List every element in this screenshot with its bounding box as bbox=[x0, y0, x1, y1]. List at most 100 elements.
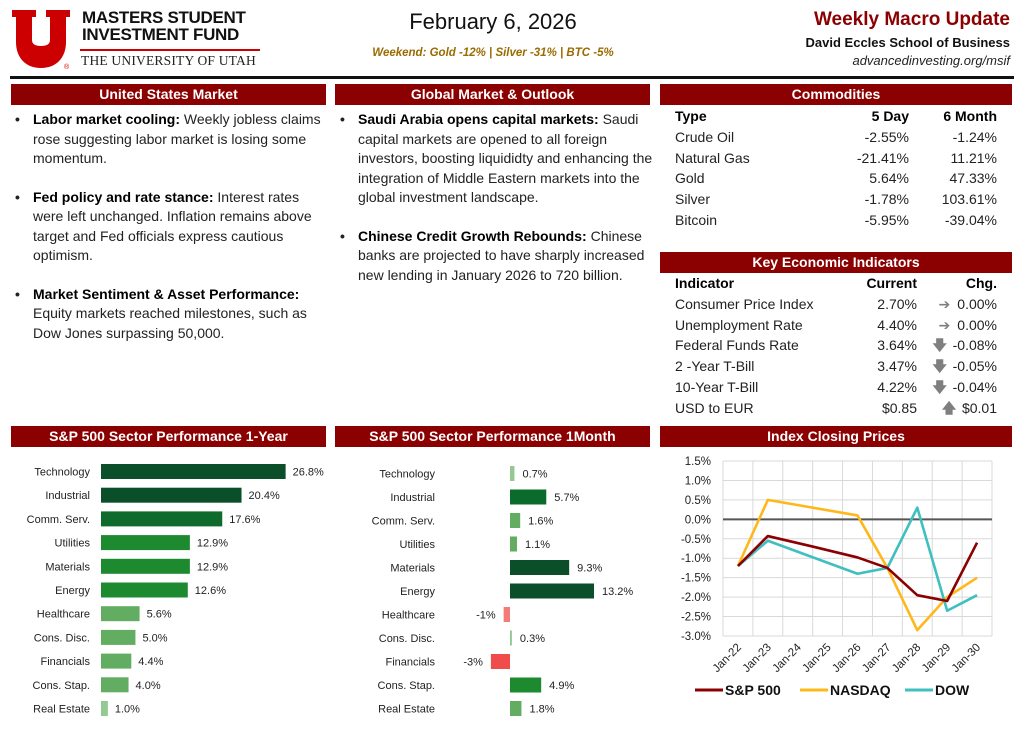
indicators-header: Key Economic Indicators bbox=[660, 252, 1012, 273]
indicator-change: ➔ 0.00% bbox=[917, 315, 997, 336]
category-label: Healthcare bbox=[382, 610, 435, 622]
col-header-type: Type bbox=[675, 108, 707, 124]
website-link[interactable]: advancedinvesting.org/msif bbox=[852, 53, 1010, 68]
indicator-name: Consumer Price Index bbox=[675, 295, 814, 312]
y-tick-label: 0.5% bbox=[685, 495, 711, 507]
index-prices-chart: 1.5% 1.0% 0.5% 0.0% -0.5% -1.0% -1.5% -2.0% -2.5… bbox=[681, 456, 993, 698]
category-label: Real Estate bbox=[378, 704, 435, 716]
indicator-change: 🡇 -0.08% bbox=[917, 335, 997, 356]
logo-divider bbox=[80, 49, 260, 51]
category-label: Technology bbox=[34, 467, 90, 479]
indicator-change: 🡇 -0.04% bbox=[917, 377, 997, 398]
bar bbox=[510, 536, 517, 552]
global-bullet-1: Saudi Arabia opens capital markets: Saud… bbox=[336, 110, 656, 208]
series-line-dow bbox=[737, 506, 978, 613]
value-label: 1.8% bbox=[529, 704, 554, 716]
indicator-name: Unemployment Rate bbox=[675, 316, 803, 333]
category-label: Cons. Stap. bbox=[33, 680, 90, 692]
value-label: 1.6% bbox=[528, 516, 553, 528]
sector-1year-chart: Technology 26.8% Industrial 20.4% Comm. Serv… bbox=[27, 464, 324, 716]
bar bbox=[101, 464, 286, 479]
commodity-name: Silver bbox=[675, 191, 711, 208]
bar bbox=[101, 677, 129, 693]
value-label: 12.6% bbox=[195, 585, 226, 597]
value-label: 20.4% bbox=[249, 490, 280, 502]
bar bbox=[510, 583, 594, 599]
indicator-current: 4.40% bbox=[877, 316, 917, 333]
value-label: 13.2% bbox=[602, 586, 633, 598]
category-label: Energy bbox=[400, 586, 435, 598]
table-row: Silver -1.78% 103.61% bbox=[675, 189, 997, 210]
category-label: Cons. Disc. bbox=[34, 632, 90, 644]
category-label: Healthcare bbox=[37, 609, 90, 621]
bar bbox=[101, 511, 223, 527]
value-label: 12.9% bbox=[197, 561, 228, 573]
value-label: 5.0% bbox=[142, 632, 167, 644]
value-label: -1% bbox=[476, 610, 496, 622]
arrow-right-icon: ➔ bbox=[938, 295, 951, 312]
us-market-bullets: Labor market cooling: Weekly jobless cla… bbox=[11, 110, 333, 362]
y-tick-label: -0.5% bbox=[681, 534, 711, 546]
value-label: 12.9% bbox=[197, 538, 228, 550]
bar bbox=[101, 558, 190, 574]
table-row: Crude Oil -2.55% -1.24% bbox=[675, 127, 997, 148]
report-date: February 6, 2026 bbox=[409, 9, 577, 34]
commodity-5day: 5.64% bbox=[869, 170, 909, 187]
y-tick-label: -2.5% bbox=[681, 612, 711, 624]
value-label: 0.7% bbox=[522, 469, 547, 481]
global-bullet-2: Chinese Credit Growth Rebounds: Chinese … bbox=[336, 227, 656, 286]
sector-1month-chart: Technology 0.7% Industrial 5.7% Comm. Serv. 1… bbox=[372, 466, 633, 716]
category-label: Cons. Disc. bbox=[379, 633, 435, 645]
commodity-name: Bitcoin bbox=[675, 211, 718, 228]
y-tick-label: -2.0% bbox=[681, 592, 711, 604]
us-market-header: United States Market bbox=[11, 84, 326, 105]
bullet-heading: Labor market cooling: bbox=[33, 111, 181, 127]
indicator-current: $0.85 bbox=[881, 399, 917, 416]
bar bbox=[510, 466, 515, 481]
arrow-down-icon: 🡇 bbox=[932, 358, 947, 375]
value-label: 9.3% bbox=[577, 563, 602, 575]
indicator-current: 3.47% bbox=[877, 358, 917, 375]
value-label: 4.4% bbox=[138, 656, 163, 668]
commodity-5day: -1.78% bbox=[864, 191, 909, 208]
header-divider bbox=[10, 76, 1014, 79]
global-market-bullets: Saudi Arabia opens capital markets: Saud… bbox=[336, 110, 656, 304]
bullet-body: Weekly jobless claims rose suggesting la… bbox=[33, 111, 321, 166]
bullet-body: Saudi capital markets are opened to all … bbox=[358, 111, 653, 205]
bullet-heading: Fed policy and rate stance: bbox=[33, 188, 214, 205]
category-label: Utilities bbox=[400, 539, 436, 551]
category-label: Materials bbox=[45, 561, 90, 573]
category-label: Industrial bbox=[45, 490, 90, 502]
table-row: Bitcoin -5.95% -39.04% bbox=[675, 210, 997, 231]
logo-line-1: MASTERS STUDENT bbox=[82, 8, 246, 27]
y-tick-label: -1.5% bbox=[681, 573, 711, 585]
school-name: David Eccles School of Business bbox=[805, 35, 1010, 50]
indicator-change-value: 0.00% bbox=[957, 295, 997, 312]
commodity-6month: -1.24% bbox=[952, 128, 997, 145]
index-prices-header: Index Closing Prices bbox=[660, 426, 1012, 447]
table-header-row: Indicator Current Chg. bbox=[675, 273, 997, 294]
x-tick-label: Jan-30 bbox=[950, 642, 983, 675]
indicator-name: USD to EUR bbox=[675, 399, 754, 416]
bar bbox=[510, 677, 542, 693]
bar bbox=[490, 654, 510, 669]
bullet-heading: Saudi Arabia opens capital markets: bbox=[358, 111, 599, 127]
commodities-table: Type 5 Day 6 Month Crude Oil -2.55% -1.24%… bbox=[675, 106, 997, 231]
x-tick-label: Jan-23 bbox=[741, 642, 774, 675]
value-label: 4.0% bbox=[136, 680, 161, 692]
y-tick-label: 1.0% bbox=[685, 475, 711, 487]
bar bbox=[510, 701, 522, 716]
bar bbox=[101, 653, 132, 669]
indicator-current: 3.64% bbox=[877, 337, 917, 354]
table-row: Federal Funds Rate 3.64% 🡇 -0.08% bbox=[675, 335, 997, 356]
category-label: Energy bbox=[55, 585, 90, 597]
bar bbox=[510, 513, 521, 528]
x-tick-label: Jan-25 bbox=[800, 642, 833, 675]
logo-line-2: INVESTMENT FUND bbox=[82, 25, 240, 44]
commodity-5day: -2.55% bbox=[864, 128, 909, 145]
table-header-row: Type 5 Day 6 Month bbox=[675, 106, 997, 127]
x-tick-label: Jan-26 bbox=[830, 642, 863, 675]
indicator-change: 🡇 -0.05% bbox=[917, 356, 997, 377]
commodity-name: Crude Oil bbox=[675, 128, 735, 145]
bullet-body: Equity markets reached milestones, such … bbox=[33, 305, 307, 341]
